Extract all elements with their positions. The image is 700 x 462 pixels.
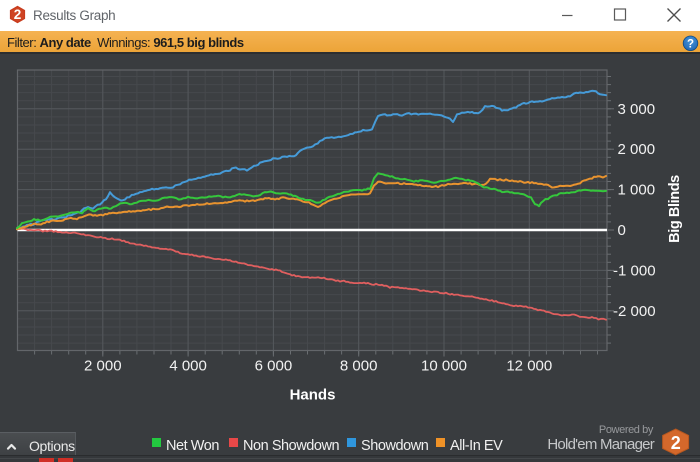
svg-text:6 000: 6 000 — [255, 358, 293, 375]
svg-text:2 000: 2 000 — [618, 141, 656, 158]
svg-text:3 000: 3 000 — [618, 101, 656, 118]
svg-text:2: 2 — [671, 433, 681, 453]
svg-text:2 000: 2 000 — [84, 358, 122, 375]
svg-text:10 000: 10 000 — [421, 358, 467, 375]
svg-text:0: 0 — [618, 222, 626, 239]
svg-text:Hands: Hands — [290, 387, 336, 404]
svg-text:12 000: 12 000 — [506, 358, 552, 375]
svg-text:-1 000: -1 000 — [613, 262, 656, 279]
svg-text:2: 2 — [14, 7, 22, 22]
svg-text:-2 000: -2 000 — [613, 303, 656, 320]
svg-text:?: ? — [687, 39, 694, 51]
svg-text:4 000: 4 000 — [169, 358, 207, 375]
svg-text:1 000: 1 000 — [618, 182, 656, 199]
svg-text:8 000: 8 000 — [340, 358, 378, 375]
svg-text:Big Blinds: Big Blinds — [667, 175, 683, 243]
